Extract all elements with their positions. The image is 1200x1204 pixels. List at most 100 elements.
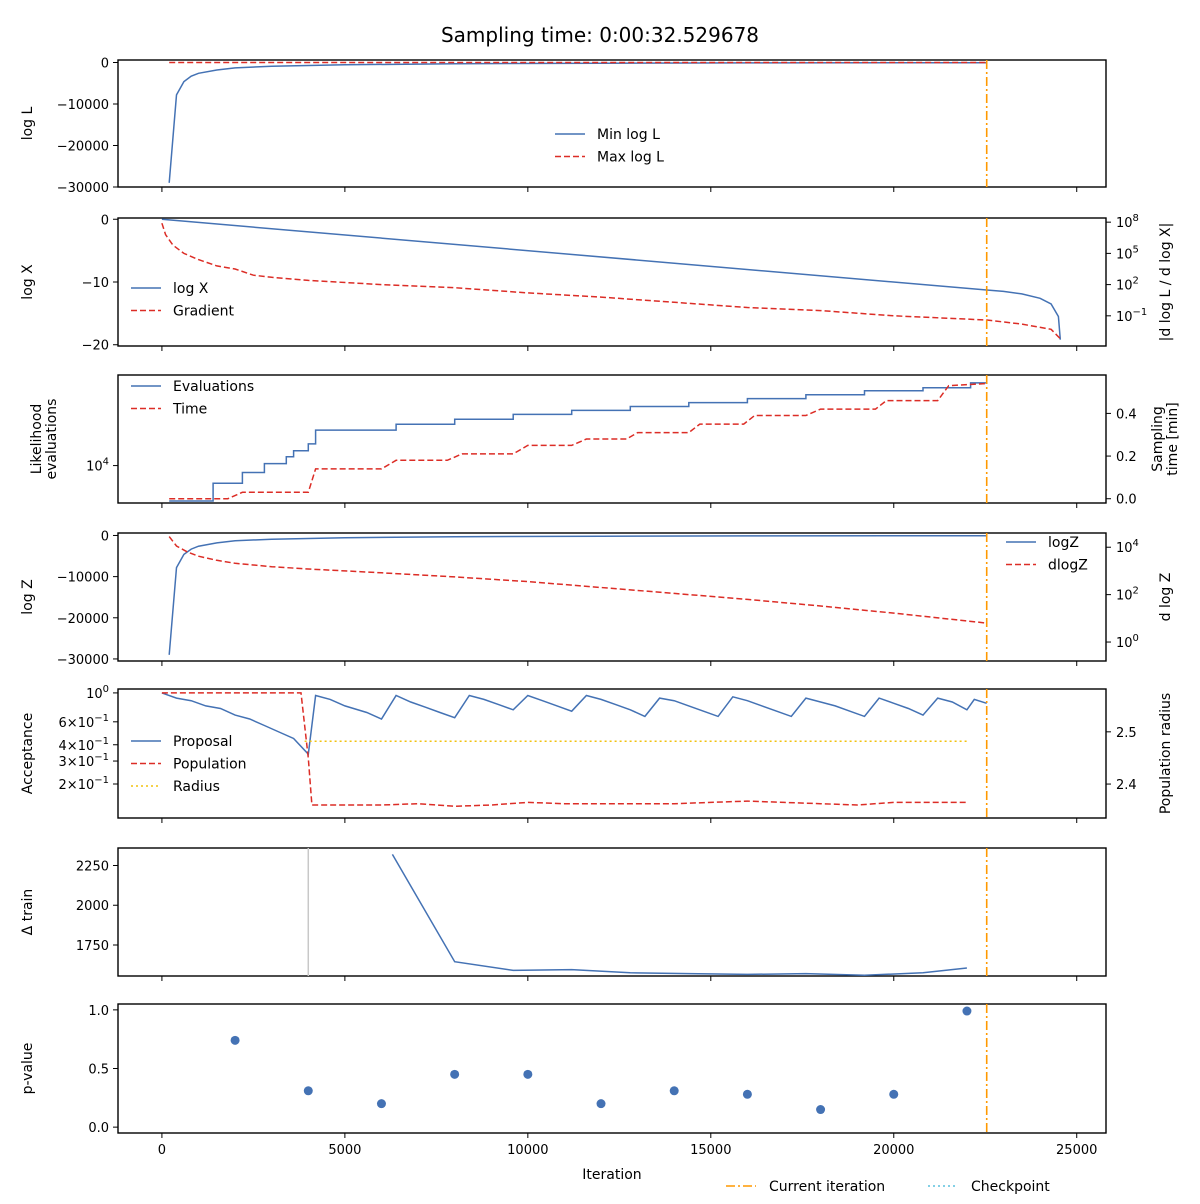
data-group (391, 854, 967, 976)
series-line-time (169, 382, 987, 500)
y-tick-label: 0.0 (88, 1121, 109, 1136)
data-group (169, 382, 987, 502)
data-point (742, 1089, 752, 1099)
y-tick-label: −20000 (57, 612, 109, 627)
panel-evals: 104 0.0 0.2 0.4 Likelihoodevaluations Samplin… (29, 374, 1181, 508)
data-point (816, 1105, 826, 1115)
panel-pvalue: 0 5000 10000 15000 20000 25000 1.0 0.5 0.0 p-valu… (20, 1003, 1107, 1158)
y-tick-label: 3×10−1 (59, 752, 109, 770)
y-axis-label: p-value (20, 1043, 36, 1095)
y2-tick-label: 102 (1116, 276, 1139, 294)
axes-frame (117, 688, 1107, 819)
y-tick-label: 104 (86, 457, 109, 475)
figure-legend-label: Checkpoint (971, 1179, 1050, 1195)
series-line-log-x (161, 218, 1062, 340)
series-line-min-log-l (168, 61, 987, 183)
data-point (303, 1086, 313, 1096)
y-axis-label: Likelihoodevaluations (29, 399, 60, 480)
legend-label: Evaluations (173, 379, 254, 395)
data-group (230, 1006, 972, 1115)
data-group (168, 534, 987, 655)
y-tick-label: 1750 (76, 939, 109, 954)
y-tick-label: −20000 (57, 139, 109, 154)
y-tick-label: −10000 (57, 98, 109, 113)
data-point (669, 1086, 679, 1096)
panel-acceptance: 1006×10−14×10−13×10−12×10−12.52.4Accepta… (20, 684, 1174, 823)
axes-frame (117, 217, 1107, 347)
y2-tick-label: 2.4 (1116, 778, 1137, 793)
y2-tick-label: 108 (1116, 213, 1139, 231)
series-line-dlogz (168, 536, 987, 624)
y2-tick-label: 102 (1116, 586, 1139, 604)
axes-frame (117, 59, 1107, 188)
y2-tick-label: 10−1 (1116, 307, 1147, 325)
y-axis-label: Δ train (20, 889, 36, 936)
panel-train: 2250 2000 1750 Δ train (20, 847, 1107, 981)
figure-legend-label: Current iteration (769, 1179, 885, 1195)
data-point (230, 1035, 240, 1045)
data-group (161, 218, 1062, 340)
y-tick-label: 1.0 (88, 1004, 109, 1019)
y-tick-label: 2250 (76, 859, 109, 874)
legend-label: dlogZ (1048, 558, 1088, 574)
y-tick-label: 6×10−1 (59, 713, 109, 731)
y-axis-label: log L (20, 107, 36, 141)
y-tick-label: −10 (82, 276, 109, 291)
y2-tick-label: 2.5 (1116, 726, 1137, 741)
series-line-population (161, 692, 967, 808)
y2-tick-label: 0.4 (1116, 407, 1137, 422)
y2-tick-label: 100 (1116, 633, 1139, 651)
data-point (523, 1069, 533, 1079)
axes-frame (117, 374, 1107, 504)
series-line-logz (168, 534, 987, 655)
axes-frame (117, 1003, 1107, 1134)
series-line-gradient (161, 222, 1061, 340)
y-axis-label: log Z (20, 579, 36, 614)
y-tick-label: 0 (101, 56, 109, 71)
y2-axis-label: Samplingtime [min] (1150, 402, 1181, 475)
axes-frame (117, 847, 1107, 977)
series-line-evaluations (169, 382, 987, 502)
data-point (962, 1006, 972, 1016)
y-tick-label: 0.5 (88, 1063, 109, 1078)
panel-logL: 0 −10000 −20000 −30000 log L Min log L Max log… (20, 56, 1107, 196)
legend-label: Gradient (173, 304, 234, 320)
x-tick-label: 10000 (507, 1143, 548, 1158)
y-axis-label: log X (20, 264, 36, 300)
x-tick-label: 0 (158, 1143, 166, 1158)
data-point (889, 1089, 899, 1099)
y2-axis-label: |d log L / d log X| (1158, 223, 1174, 342)
y-tick-label: 100 (86, 684, 109, 702)
legend-label: Proposal (173, 734, 232, 750)
y-tick-label: 0 (101, 213, 109, 228)
data-group (168, 61, 987, 183)
chart-title: Sampling time: 0:00:32.529678 (441, 23, 759, 47)
y-tick-label: −30000 (57, 653, 109, 668)
y-tick-label: −10000 (57, 571, 109, 586)
legend-label: Min log L (597, 127, 660, 143)
data-group (161, 692, 987, 808)
legend-label: log X (173, 281, 209, 297)
series-line-data (391, 854, 967, 976)
legend-label: Time (172, 402, 207, 418)
y-tick-label: 0 (101, 529, 109, 544)
y-tick-label: −20 (82, 339, 109, 354)
axes-frame (117, 532, 1107, 662)
x-axis-label: Iteration (582, 1167, 641, 1183)
panel-logZ: 0 −10000 −20000 −30000 104 102 100 log Z d log Z… (20, 529, 1174, 667)
data-point (596, 1099, 606, 1109)
y2-axis-label: Population radius (1158, 693, 1174, 814)
y-tick-label: 2×10−1 (59, 775, 109, 793)
x-tick-label: 20000 (873, 1143, 914, 1158)
panel-logX: 0 −10 −20 108 105 102 10−1 log X |d log L / d lo… (20, 213, 1174, 354)
y2-tick-label: 0.2 (1116, 450, 1137, 465)
series-line-proposal (161, 692, 987, 756)
legend-label: logZ (1048, 535, 1079, 551)
legend-label: Population (173, 757, 247, 773)
y2-tick-label: 104 (1116, 538, 1139, 556)
legend-label: Radius (173, 779, 220, 795)
x-tick-label: 15000 (690, 1143, 731, 1158)
y2-tick-label: 0.0 (1116, 493, 1137, 508)
